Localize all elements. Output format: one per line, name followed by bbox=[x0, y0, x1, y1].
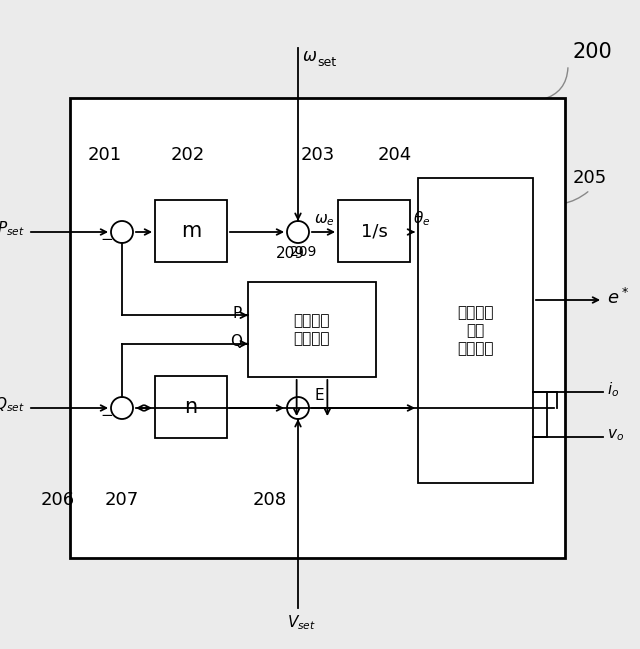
Text: $\omega$: $\omega$ bbox=[302, 47, 317, 65]
Bar bbox=[248, 282, 376, 377]
Text: m: m bbox=[181, 221, 201, 241]
Text: 204: 204 bbox=[378, 146, 412, 164]
FancyArrowPatch shape bbox=[318, 170, 330, 196]
Text: $i_o$: $i_o$ bbox=[607, 380, 620, 399]
Text: $Q_{set}$: $Q_{set}$ bbox=[0, 396, 25, 414]
FancyArrowPatch shape bbox=[124, 424, 133, 485]
Text: ユニット: ユニット bbox=[457, 341, 493, 356]
Text: set: set bbox=[317, 56, 336, 69]
FancyArrowPatch shape bbox=[536, 191, 588, 204]
Text: 202: 202 bbox=[171, 146, 205, 164]
FancyArrowPatch shape bbox=[543, 67, 568, 99]
Text: 208: 208 bbox=[253, 491, 287, 509]
Bar bbox=[155, 376, 227, 438]
Text: $V_{set}$: $V_{set}$ bbox=[287, 613, 317, 631]
Text: 200: 200 bbox=[572, 42, 612, 62]
Text: Q: Q bbox=[230, 334, 242, 349]
Text: P: P bbox=[233, 306, 242, 321]
Text: 206: 206 bbox=[41, 491, 75, 509]
Text: $\theta_e$: $\theta_e$ bbox=[413, 210, 430, 228]
Text: −: − bbox=[100, 232, 113, 247]
Text: −: − bbox=[100, 408, 113, 424]
Text: E: E bbox=[314, 387, 324, 402]
Text: $e^*$: $e^*$ bbox=[607, 288, 629, 308]
Text: 205: 205 bbox=[573, 169, 607, 187]
Bar bbox=[70, 98, 565, 558]
Text: 電力計算: 電力計算 bbox=[294, 313, 330, 328]
Text: 209: 209 bbox=[275, 245, 305, 260]
FancyArrowPatch shape bbox=[280, 424, 298, 486]
Bar bbox=[155, 200, 227, 262]
Text: $\omega_e$: $\omega_e$ bbox=[314, 212, 335, 228]
Text: $v_o$: $v_o$ bbox=[607, 428, 624, 443]
Text: 201: 201 bbox=[88, 146, 122, 164]
Text: $P_{set}$: $P_{set}$ bbox=[0, 219, 25, 238]
FancyArrowPatch shape bbox=[72, 419, 106, 485]
Text: 209: 209 bbox=[290, 245, 316, 259]
Text: ユニット: ユニット bbox=[294, 331, 330, 346]
Text: 生成: 生成 bbox=[467, 323, 484, 338]
Text: n: n bbox=[184, 397, 198, 417]
Text: 電圧命令: 電圧命令 bbox=[457, 305, 493, 320]
Bar bbox=[338, 200, 410, 262]
FancyArrowPatch shape bbox=[184, 170, 192, 196]
FancyArrowPatch shape bbox=[104, 169, 116, 216]
Text: 207: 207 bbox=[105, 491, 139, 509]
Text: 203: 203 bbox=[301, 146, 335, 164]
Text: 1/s: 1/s bbox=[360, 222, 387, 240]
Bar bbox=[418, 178, 533, 483]
FancyArrowPatch shape bbox=[390, 170, 408, 197]
